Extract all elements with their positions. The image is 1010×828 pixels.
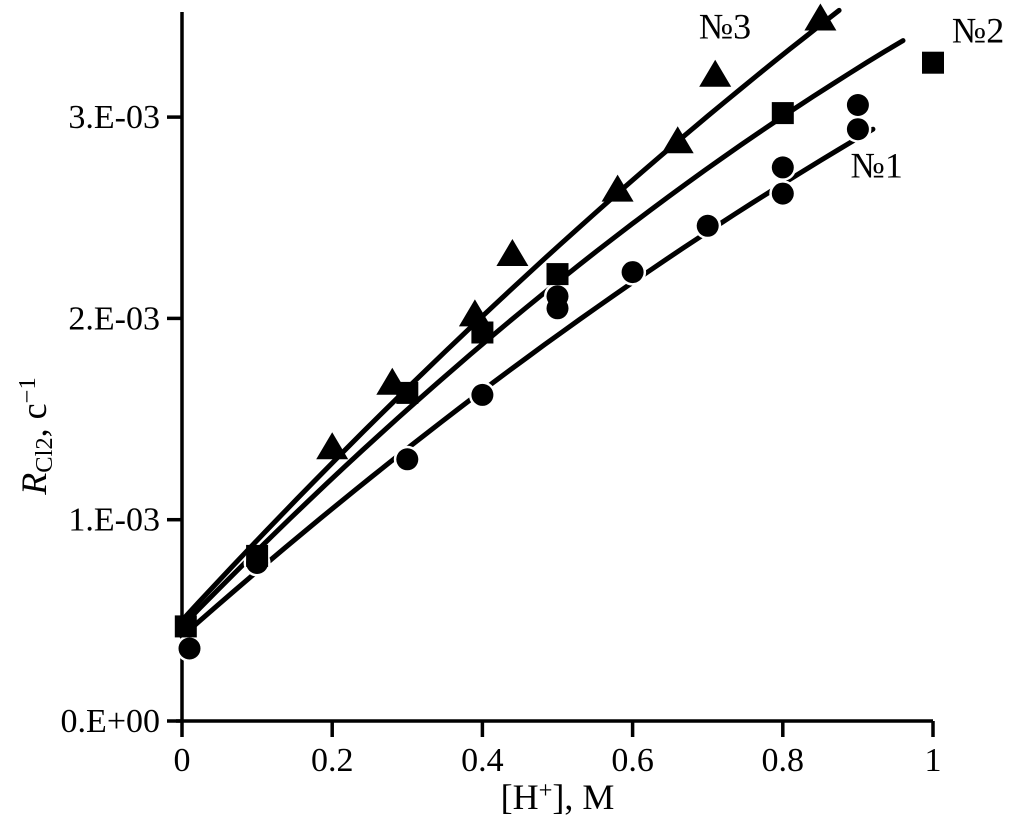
y-tick-label: 2.E-03	[68, 300, 160, 337]
x-tick-label: 0.2	[311, 742, 354, 779]
data-point-triangle	[804, 3, 837, 31]
data-point-circle	[471, 383, 494, 406]
data-point-circle	[771, 182, 794, 205]
data-point-circle	[621, 261, 644, 284]
axis-title-fragment: ], M	[552, 777, 615, 817]
data-point-circle	[178, 637, 201, 660]
x-tick-label: 0.4	[461, 742, 504, 779]
x-tick-label: 1	[925, 742, 942, 779]
axis-title-fragment: R	[13, 472, 54, 495]
series-3-markers	[316, 3, 837, 460]
fit-curve-series-1	[179, 126, 876, 639]
series-2-markers	[174, 51, 944, 638]
data-point-square	[922, 51, 944, 74]
data-point-square	[546, 263, 569, 286]
data-point-square	[174, 615, 197, 638]
series-label: №2	[952, 11, 1004, 51]
data-point-circle	[546, 285, 569, 308]
series-label: №3	[699, 7, 751, 47]
data-point-circle	[771, 156, 794, 179]
axis-title-fragment: +	[538, 776, 553, 804]
data-point-square	[471, 321, 494, 344]
data-point-circle	[396, 448, 419, 471]
series-label: №1	[851, 145, 903, 185]
axis-title-fragment: Cl2	[31, 437, 59, 473]
x-axis-title: [H+], M	[182, 776, 933, 818]
x-tick-label: 0.8	[762, 742, 805, 779]
y-tick-label: 0.E+00	[61, 703, 160, 740]
series-1-markers	[176, 91, 872, 662]
data-point-triangle	[496, 239, 529, 266]
fit-curve-series-2	[179, 38, 906, 629]
data-point-triangle	[699, 59, 732, 87]
y-tick-label: 3.E-03	[68, 99, 160, 136]
data-point-triangle	[601, 174, 634, 202]
x-tick-label: 0.6	[611, 742, 654, 779]
data-point-square	[771, 102, 794, 125]
data-point-circle	[696, 214, 719, 237]
x-tick-label: 0	[174, 742, 191, 779]
data-point-square	[246, 544, 269, 567]
y-axis-title: RCl2, c−1	[13, 377, 59, 494]
data-point-triangle	[376, 367, 409, 395]
data-point-triangle	[458, 299, 491, 327]
axis-title-fragment: , c	[13, 403, 54, 438]
axis-title-fragment: −1	[13, 377, 41, 404]
data-point-circle	[846, 118, 869, 141]
data-point-triangle	[661, 126, 694, 154]
data-point-triangle	[316, 432, 349, 460]
axis-title-fragment: [H	[500, 777, 539, 817]
fit-curve-series-3	[179, 7, 842, 623]
data-point-circle	[846, 94, 869, 116]
y-tick-label: 1.E-03	[68, 502, 160, 539]
